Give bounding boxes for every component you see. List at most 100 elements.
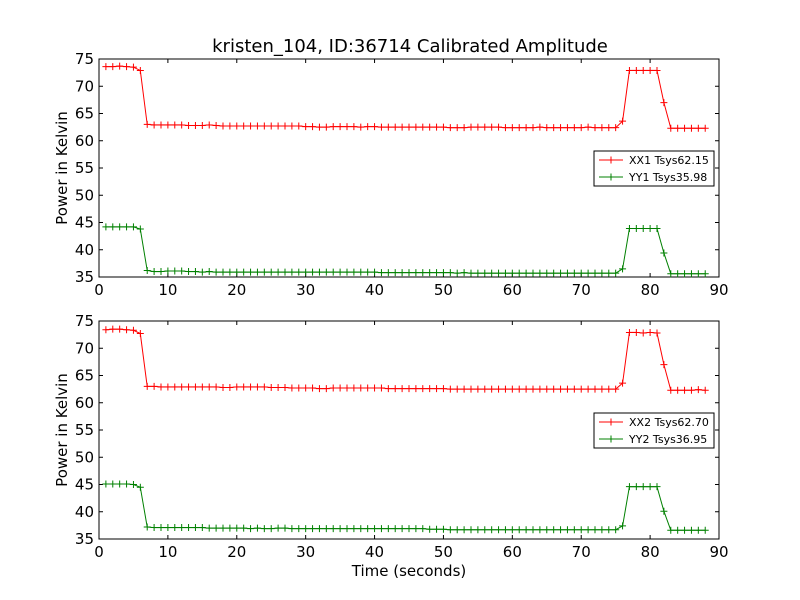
data-point <box>701 270 709 278</box>
data-point <box>364 123 372 131</box>
data-point <box>639 224 647 232</box>
data-point <box>336 525 344 533</box>
data-point <box>598 385 606 393</box>
data-point <box>674 386 682 394</box>
data-point <box>495 123 503 131</box>
data-point <box>405 123 413 131</box>
data-point <box>632 224 640 232</box>
data-point <box>274 268 282 276</box>
data-point <box>164 524 172 532</box>
data-point <box>598 124 606 132</box>
data-point <box>536 269 544 277</box>
data-point <box>391 525 399 533</box>
data-point <box>563 269 571 277</box>
data-point <box>226 524 234 532</box>
data-point <box>453 269 461 277</box>
data-point <box>660 507 668 515</box>
data-point <box>694 124 702 132</box>
y-tick-label: 60 <box>75 394 94 412</box>
data-point <box>281 122 289 130</box>
data-point <box>563 385 571 393</box>
data-point <box>364 384 372 392</box>
data-point <box>563 124 571 132</box>
x-tick-label: 60 <box>503 543 522 561</box>
y-tick-label: 75 <box>75 312 94 330</box>
data-point <box>136 483 144 491</box>
data-point <box>557 124 565 132</box>
data-point <box>529 385 537 393</box>
data-point <box>219 383 227 391</box>
data-point <box>681 526 689 534</box>
x-tick-label: 30 <box>296 281 315 299</box>
data-point <box>550 526 558 534</box>
series-2 <box>102 223 709 278</box>
data-point <box>419 525 427 533</box>
data-point <box>467 526 475 534</box>
data-point <box>364 525 372 533</box>
x-tick-label: 40 <box>365 281 384 299</box>
data-point <box>226 122 234 130</box>
data-point <box>577 269 585 277</box>
data-point <box>550 124 558 132</box>
data-point <box>674 124 682 132</box>
x-tick-label: 40 <box>365 543 384 561</box>
data-point <box>453 385 461 393</box>
data-point <box>694 270 702 278</box>
data-point <box>267 268 275 276</box>
subplot-2: 0 10 20 30 40 50 60 70 80 90 35 40 45 50 55 60 65 70 75 Pow… <box>53 312 729 580</box>
data-point <box>336 268 344 276</box>
data-point <box>377 384 385 392</box>
y-tick-label: 70 <box>75 339 94 357</box>
data-point <box>433 385 441 393</box>
data-point <box>625 224 633 232</box>
data-point <box>522 124 530 132</box>
legend-label: XX1 Tsys62.15 <box>629 154 709 167</box>
data-point <box>653 329 661 337</box>
x-tick-label: 10 <box>158 281 177 299</box>
data-point <box>405 385 413 393</box>
data-point <box>446 526 454 534</box>
data-point <box>639 66 647 74</box>
x-tick-label: 80 <box>641 281 660 299</box>
data-point <box>288 384 296 392</box>
data-point <box>350 123 358 131</box>
data-point <box>543 526 551 534</box>
data-point <box>467 123 475 131</box>
data-point <box>439 385 447 393</box>
data-point <box>267 383 275 391</box>
data-point <box>481 123 489 131</box>
data-point <box>178 121 186 129</box>
x-tick-label: 50 <box>434 281 453 299</box>
data-point <box>481 385 489 393</box>
data-point <box>391 385 399 393</box>
y-axis-label: Power in Kelvin <box>53 111 71 225</box>
data-point <box>701 386 709 394</box>
data-point <box>219 524 227 532</box>
data-point <box>625 483 633 491</box>
data-point <box>157 121 165 129</box>
legend-box <box>593 412 715 449</box>
data-point <box>205 383 213 391</box>
data-point <box>191 121 199 129</box>
data-point <box>384 123 392 131</box>
data-point <box>233 122 241 130</box>
legend: XX2 Tsys62.70 YY2 Tsys36.95 <box>593 412 715 449</box>
y-tick-label: 50 <box>75 186 94 204</box>
data-point <box>667 386 675 394</box>
legend: XX1 Tsys62.15 YY1 Tsys35.98 <box>593 150 715 187</box>
data-point <box>557 526 565 534</box>
legend-marker <box>607 418 615 426</box>
data-point <box>247 122 255 130</box>
data-point <box>453 124 461 132</box>
series-line <box>105 483 706 531</box>
data-point <box>226 268 234 276</box>
data-point <box>377 269 385 277</box>
data-point <box>247 383 255 391</box>
data-point <box>178 524 186 532</box>
data-point <box>570 385 578 393</box>
x-axis-label: Time (seconds) <box>351 562 467 580</box>
data-point <box>694 386 702 394</box>
data-point <box>694 526 702 534</box>
data-point <box>577 385 585 393</box>
data-point <box>322 268 330 276</box>
